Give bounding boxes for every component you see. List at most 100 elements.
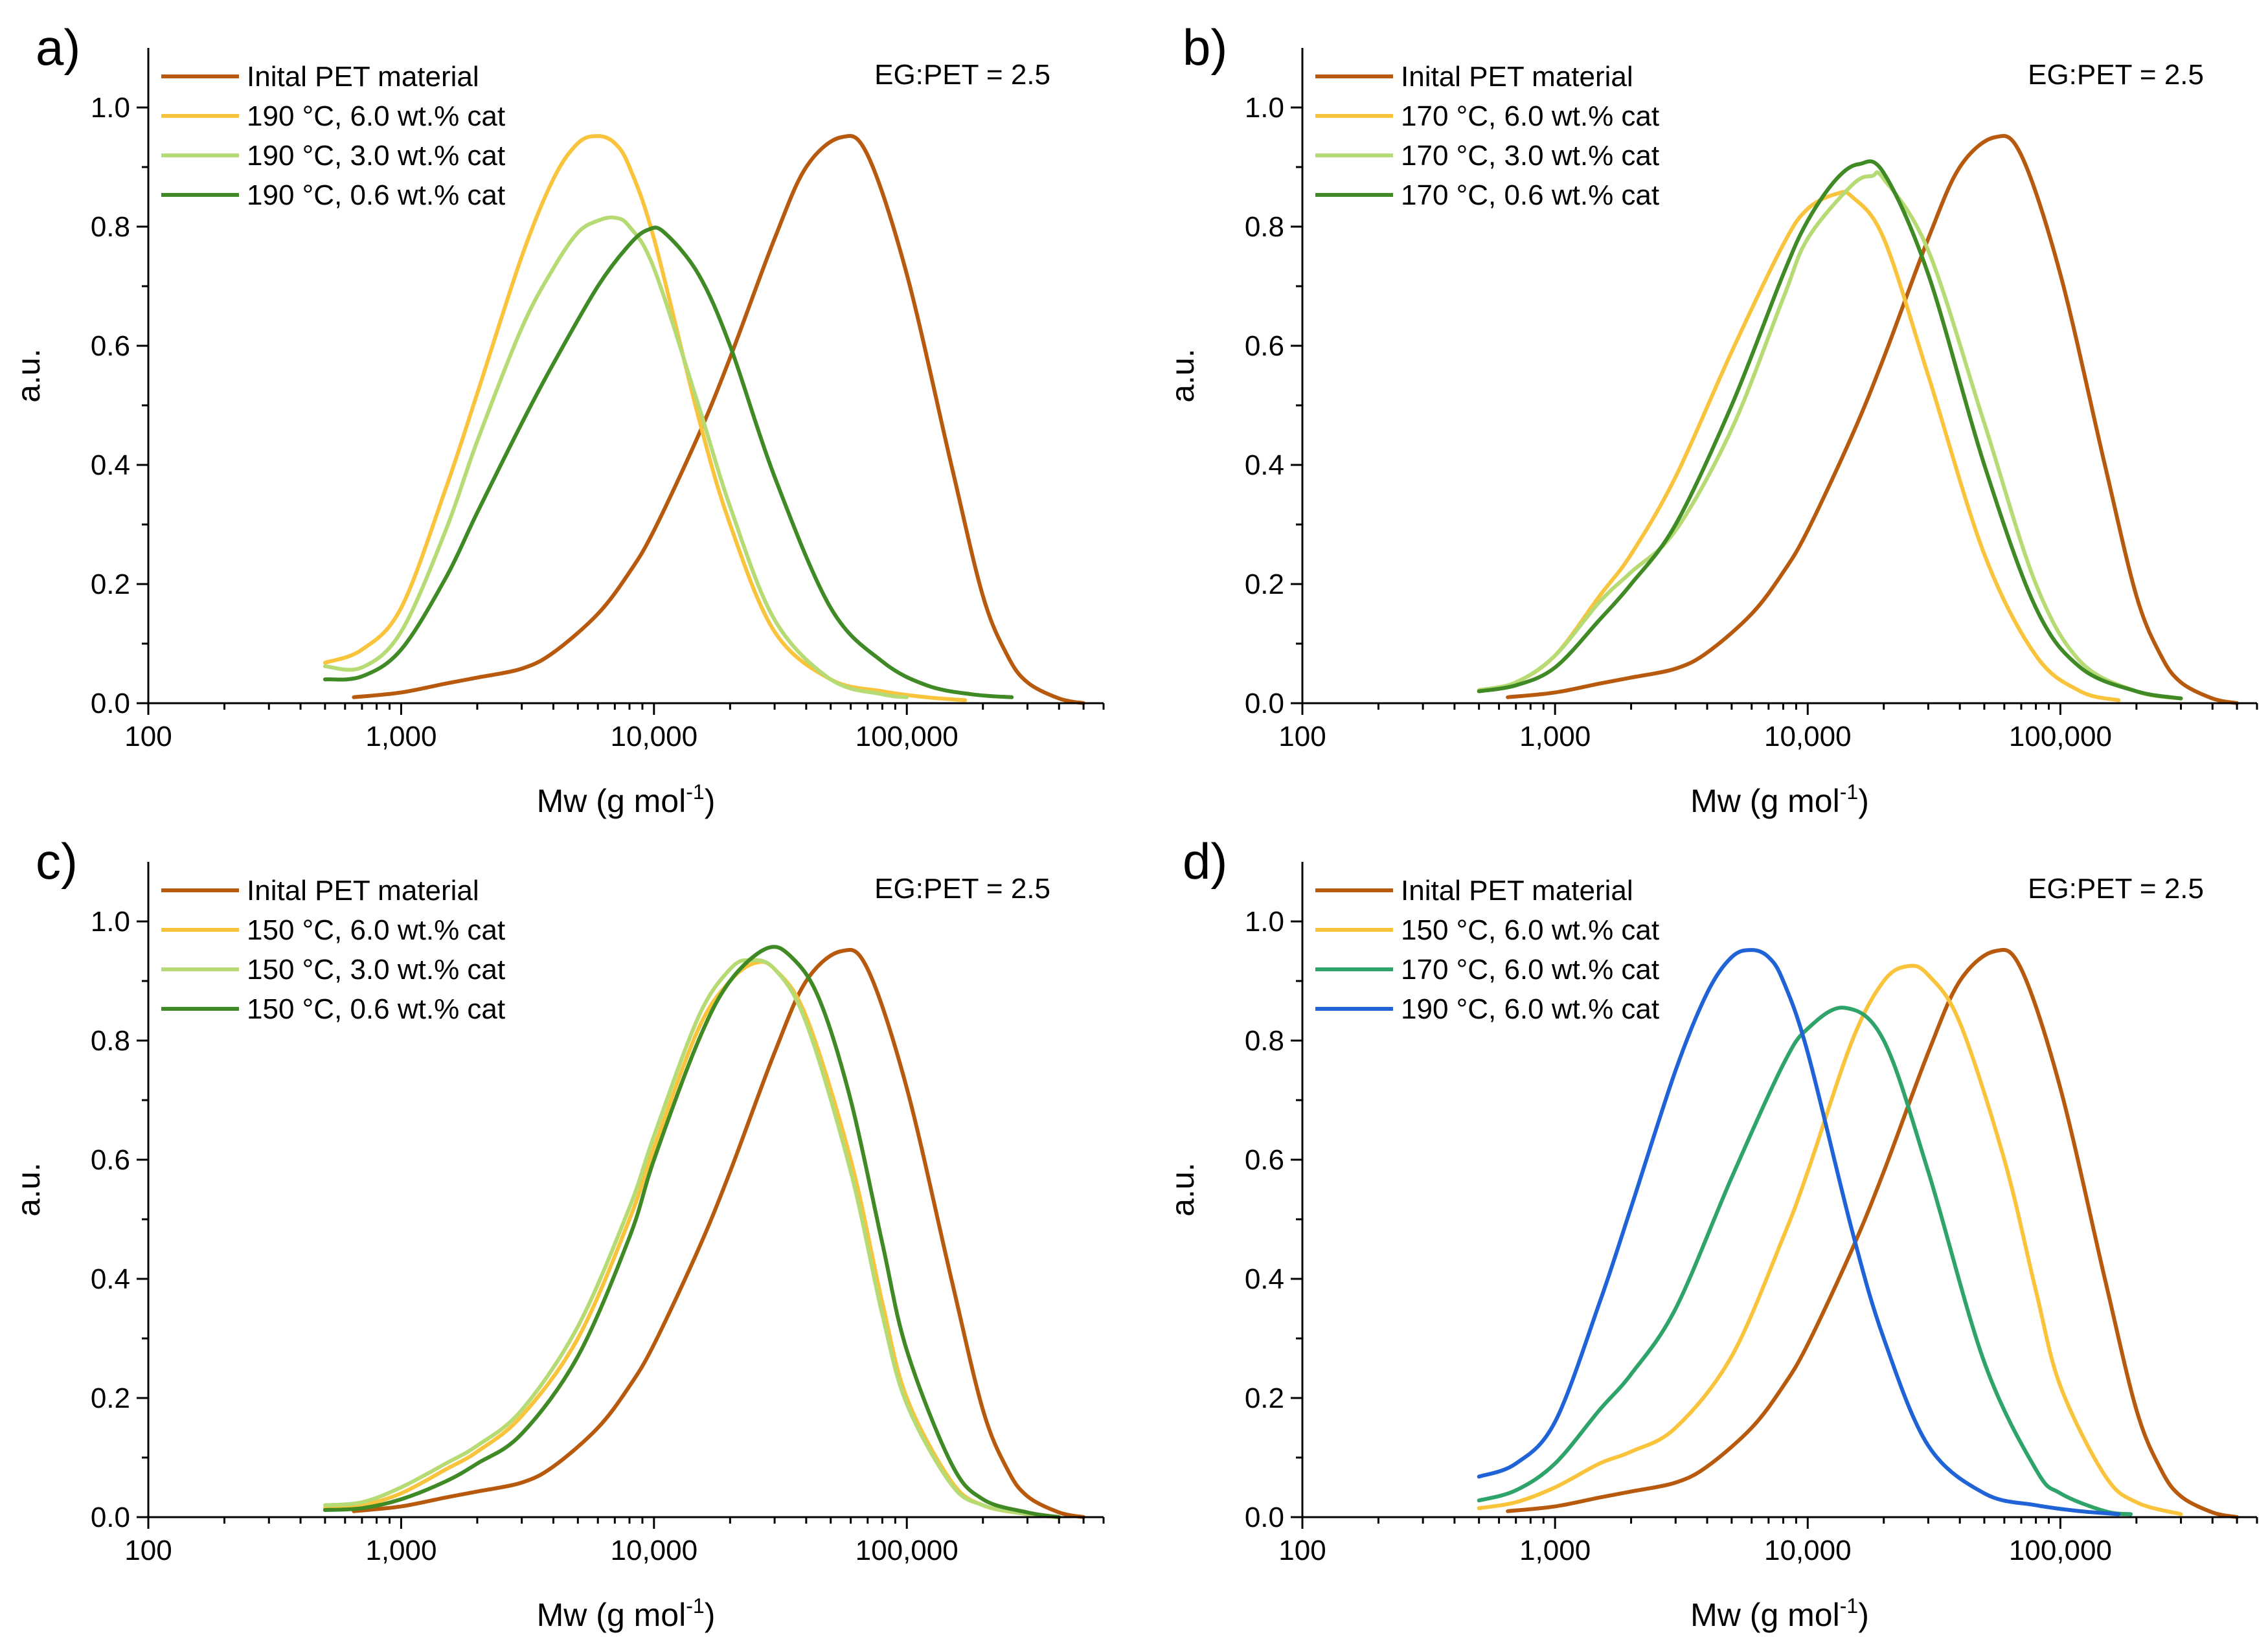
x-axis-title-main: Mw (g mol: [537, 783, 686, 819]
y-axis-title: a.u.: [10, 1162, 47, 1216]
y-tick-label: 0.0: [91, 688, 130, 719]
legend-entry: Inital PET material: [1401, 61, 1633, 93]
y-tick-label: 1.0: [1245, 906, 1284, 938]
panel-label: c): [36, 833, 78, 890]
y-tick-label: 1.0: [1245, 92, 1284, 124]
series-line-3: [323, 225, 1014, 699]
y-tick-label: 0.4: [1245, 449, 1284, 481]
series-line-0: [1506, 947, 2240, 1519]
x-axis-title-main: Mw (g mol: [1690, 783, 1840, 819]
y-tick-label: 0.2: [91, 1382, 130, 1414]
x-tick-label: 10,000: [1764, 1535, 1852, 1566]
legend-entry: 190 °C, 6.0 wt.% cat: [247, 100, 505, 132]
series-line-2: [1477, 1006, 2133, 1516]
y-axis-title: a.u.: [1164, 348, 1201, 402]
chart-panel-a: 100 1,000 10,000 100,000 0.0 0.2 0.4 0.6 0.8 1.0 M…: [10, 19, 1105, 819]
x-tick-label: 100,000: [856, 1535, 958, 1566]
legend: Inital PET material 190 °C, 6.0 wt.% cat 1…: [161, 61, 505, 211]
x-tick-label: 10,000: [611, 721, 698, 752]
series-line-3: [1477, 948, 2121, 1516]
x-axis-title-superscript: -1: [1840, 1594, 1858, 1618]
legend-entry: 170 °C, 6.0 wt.% cat: [1401, 100, 1659, 132]
y-tick-label: 0.2: [1245, 569, 1284, 600]
series-line-1: [1477, 190, 2121, 703]
series-line-1: [1477, 964, 2183, 1516]
x-tick-label: 100,000: [2009, 1535, 2112, 1566]
x-axis-title-superscript: -1: [1840, 780, 1858, 804]
ratio-annotation: EG:PET = 2.5: [874, 873, 1050, 905]
legend-entry: Inital PET material: [1401, 875, 1633, 907]
x-tick-label: 1,000: [365, 721, 437, 752]
series-line-2: [323, 958, 1061, 1519]
y-tick-label: 0.6: [1245, 1144, 1284, 1176]
panel-label: d): [1183, 833, 1227, 890]
legend: Inital PET material 150 °C, 6.0 wt.% cat 1…: [1315, 875, 1659, 1025]
series-line-2: [1477, 170, 2183, 701]
x-axis-title: Mw (g mol-1): [537, 1594, 716, 1633]
legend: Inital PET material 170 °C, 6.0 wt.% cat 1…: [1315, 61, 1659, 211]
y-tick-label: 0.0: [1245, 1502, 1284, 1533]
series-line-2: [323, 215, 909, 699]
series-line-0: [352, 947, 1086, 1519]
x-axis-title-main: Mw (g mol: [537, 1597, 686, 1633]
ratio-annotation: EG:PET = 2.5: [2028, 873, 2204, 905]
plot-area: [1477, 947, 2240, 1519]
y-tick-label: 0.0: [91, 1502, 130, 1533]
x-tick-label: 1,000: [1519, 1535, 1591, 1566]
x-tick-label: 10,000: [611, 1535, 698, 1566]
x-tick-label: 100: [124, 721, 172, 752]
legend-entry: 150 °C, 6.0 wt.% cat: [247, 914, 505, 946]
y-axis-title: a.u.: [10, 348, 47, 402]
legend-entry: 170 °C, 0.6 wt.% cat: [1401, 179, 1659, 211]
legend-entry: 190 °C, 0.6 wt.% cat: [247, 179, 505, 211]
x-tick-label: 10,000: [1764, 721, 1852, 752]
x-tick-label: 100: [1278, 721, 1326, 752]
y-tick-label: 0.6: [91, 330, 130, 362]
legend-entry: 190 °C, 6.0 wt.% cat: [1401, 993, 1659, 1025]
y-tick-label: 0.8: [1245, 211, 1284, 243]
y-tick-label: 1.0: [91, 92, 130, 124]
y-tick-label: 0.2: [91, 569, 130, 600]
plot-area: [323, 945, 1086, 1519]
ratio-annotation: EG:PET = 2.5: [2028, 59, 2204, 91]
ratio-annotation: EG:PET = 2.5: [874, 59, 1050, 91]
x-tick-label: 100,000: [856, 721, 958, 752]
legend-entry: 150 °C, 0.6 wt.% cat: [247, 993, 505, 1025]
y-tick-label: 0.4: [91, 1263, 130, 1295]
x-axis-title-suffix: ): [1858, 783, 1869, 819]
x-axis-title-superscript: -1: [686, 780, 704, 804]
series-line-3: [323, 945, 1061, 1519]
legend-entry: 170 °C, 3.0 wt.% cat: [1401, 140, 1659, 172]
series-line-0: [352, 133, 1086, 705]
y-tick-label: 0.4: [91, 449, 130, 481]
x-tick-label: 1,000: [365, 1535, 437, 1566]
legend-entry: 150 °C, 3.0 wt.% cat: [247, 954, 505, 986]
x-axis-title-superscript: -1: [686, 1594, 704, 1618]
x-axis-title: Mw (g mol-1): [1690, 780, 1869, 819]
panel-label: b): [1183, 19, 1227, 76]
y-tick-label: 0.4: [1245, 1263, 1284, 1295]
x-tick-label: 100,000: [2009, 721, 2112, 752]
chart-panel-d: 100 1,000 10,000 100,000 0.0 0.2 0.4 0.6 0.8 1.0 M…: [1164, 833, 2258, 1633]
plot-area: [323, 133, 1086, 705]
x-axis-title-main: Mw (g mol: [1690, 1597, 1840, 1633]
series-line-1: [323, 960, 1061, 1519]
legend-entry: 150 °C, 6.0 wt.% cat: [1401, 914, 1659, 946]
x-axis-title-suffix: ): [1858, 1597, 1869, 1633]
chart-panel-b: 100 1,000 10,000 100,000 0.0 0.2 0.4 0.6 0.8 1.0 M…: [1164, 19, 2258, 819]
chart-panel-c: 100 1,000 10,000 100,000 0.0 0.2 0.4 0.6 0.8 1.0 M…: [10, 833, 1105, 1633]
legend-entry: Inital PET material: [247, 61, 479, 93]
x-axis-title: Mw (g mol-1): [1690, 1594, 1869, 1633]
x-axis-title: Mw (g mol-1): [537, 780, 716, 819]
y-tick-label: 0.8: [1245, 1025, 1284, 1057]
panel-label: a): [36, 19, 80, 76]
y-tick-label: 0.6: [91, 1144, 130, 1176]
series-line-0: [1506, 133, 2240, 705]
series-line-3: [1477, 159, 2183, 701]
y-tick-label: 0.8: [91, 211, 130, 243]
x-axis-title-suffix: ): [705, 783, 716, 819]
plot-area: [1477, 133, 2240, 705]
y-tick-label: 0.0: [1245, 688, 1284, 719]
x-tick-label: 100: [1278, 1535, 1326, 1566]
